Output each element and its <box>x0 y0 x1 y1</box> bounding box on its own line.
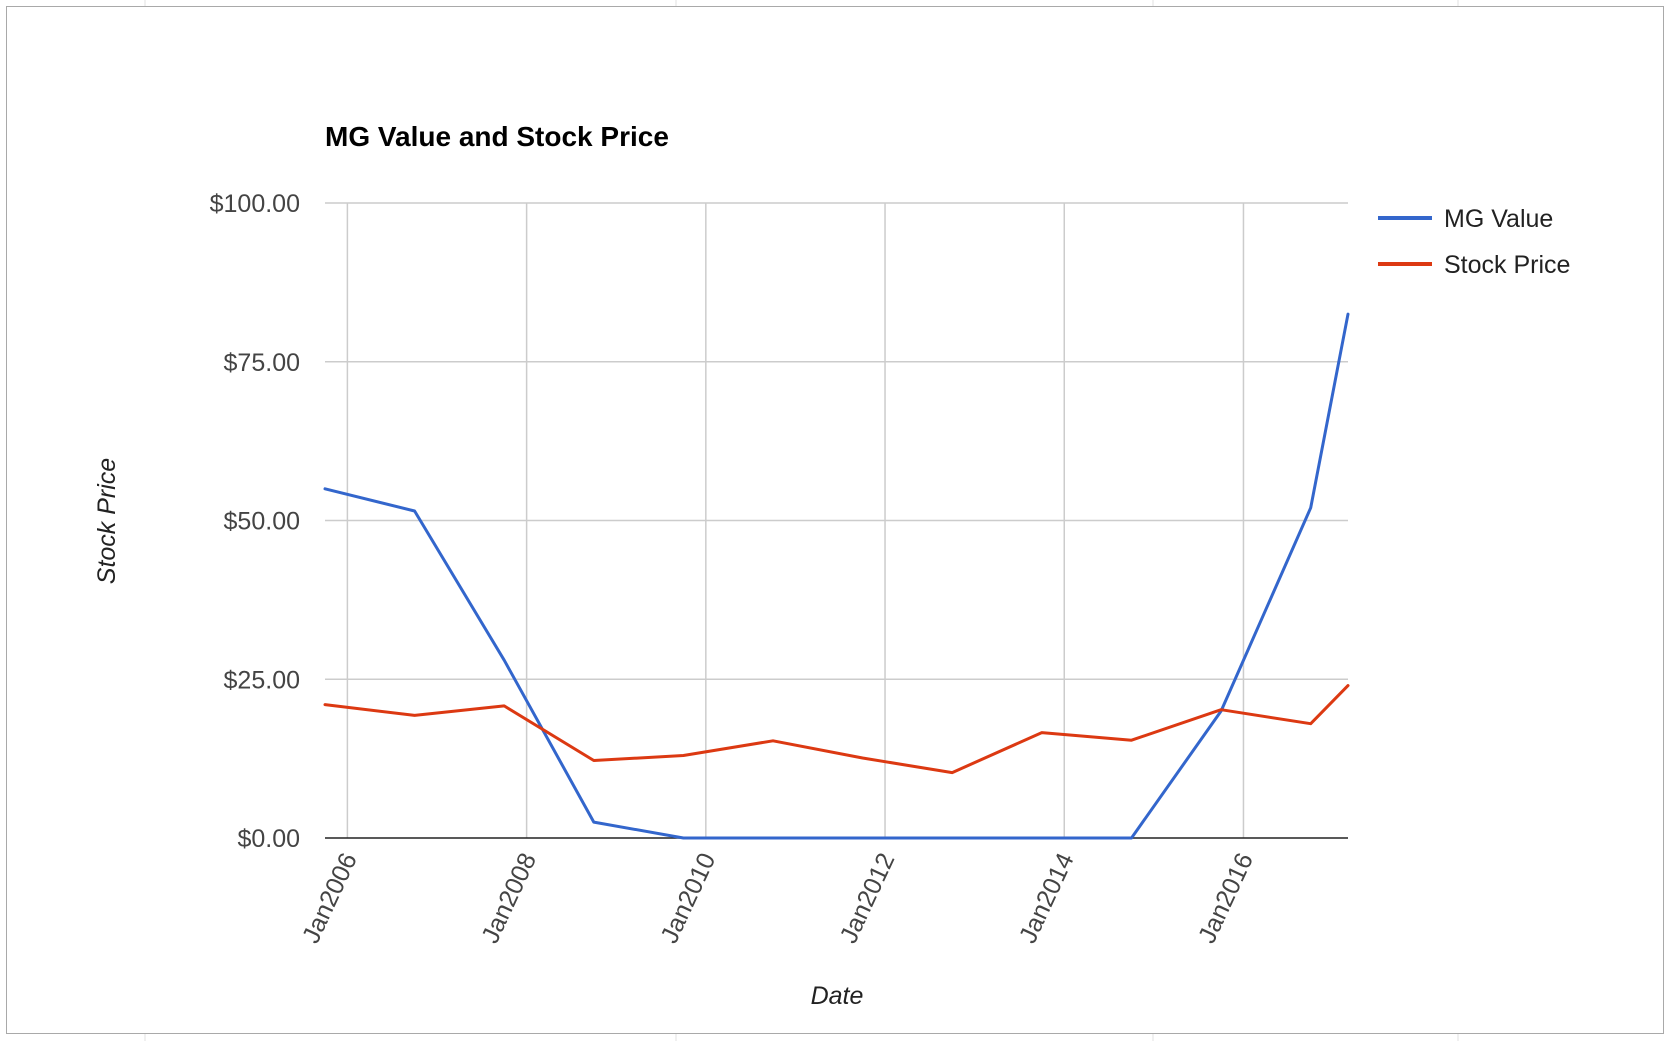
y-tick-label: $50.00 <box>224 508 300 536</box>
x-axis-title: Date <box>811 982 864 1010</box>
y-tick-label: $0.00 <box>237 825 300 853</box>
y-tick-label: $75.00 <box>224 349 300 377</box>
y-axis-tick-labels: $0.00 $25.00 $50.00 $75.00 $100.00 <box>210 190 300 853</box>
x-tick-label: Jan2008 <box>476 849 542 948</box>
legend-label: Stock Price <box>1444 251 1570 279</box>
y-tick-label: $100.00 <box>210 190 300 218</box>
x-tick-label: Jan2010 <box>655 849 721 948</box>
legend-item[interactable]: MG Value <box>1378 205 1553 233</box>
gridlines <box>325 202 1348 838</box>
series-lines <box>323 312 1350 840</box>
y-tick-label: $25.00 <box>224 666 300 694</box>
chart-title: MG Value and Stock Price <box>325 121 669 152</box>
x-tick-label: Jan2016 <box>1193 849 1259 948</box>
legend-label: MG Value <box>1444 205 1553 233</box>
x-tick-label: Jan2014 <box>1014 849 1080 948</box>
series-line-stock-price[interactable] <box>323 684 1350 775</box>
x-axis-tick-labels: Jan2006 Jan2008 Jan2010 Jan2012 Jan2014 Jan20… <box>297 849 1259 948</box>
line-chart: MG Value and Stock Price $0.00 $25.00 $50.… <box>93 121 1570 1010</box>
series-line-mg-value[interactable] <box>323 312 1350 840</box>
x-tick-label: Jan2006 <box>297 849 363 948</box>
legend[interactable]: MG Value Stock Price <box>1378 205 1570 279</box>
x-tick-label: Jan2012 <box>835 849 901 948</box>
legend-item[interactable]: Stock Price <box>1378 251 1570 279</box>
y-axis-title: Stock Price <box>93 458 121 584</box>
chart-container[interactable]: MG Value and Stock Price $0.00 $25.00 $50.… <box>6 6 1664 1034</box>
